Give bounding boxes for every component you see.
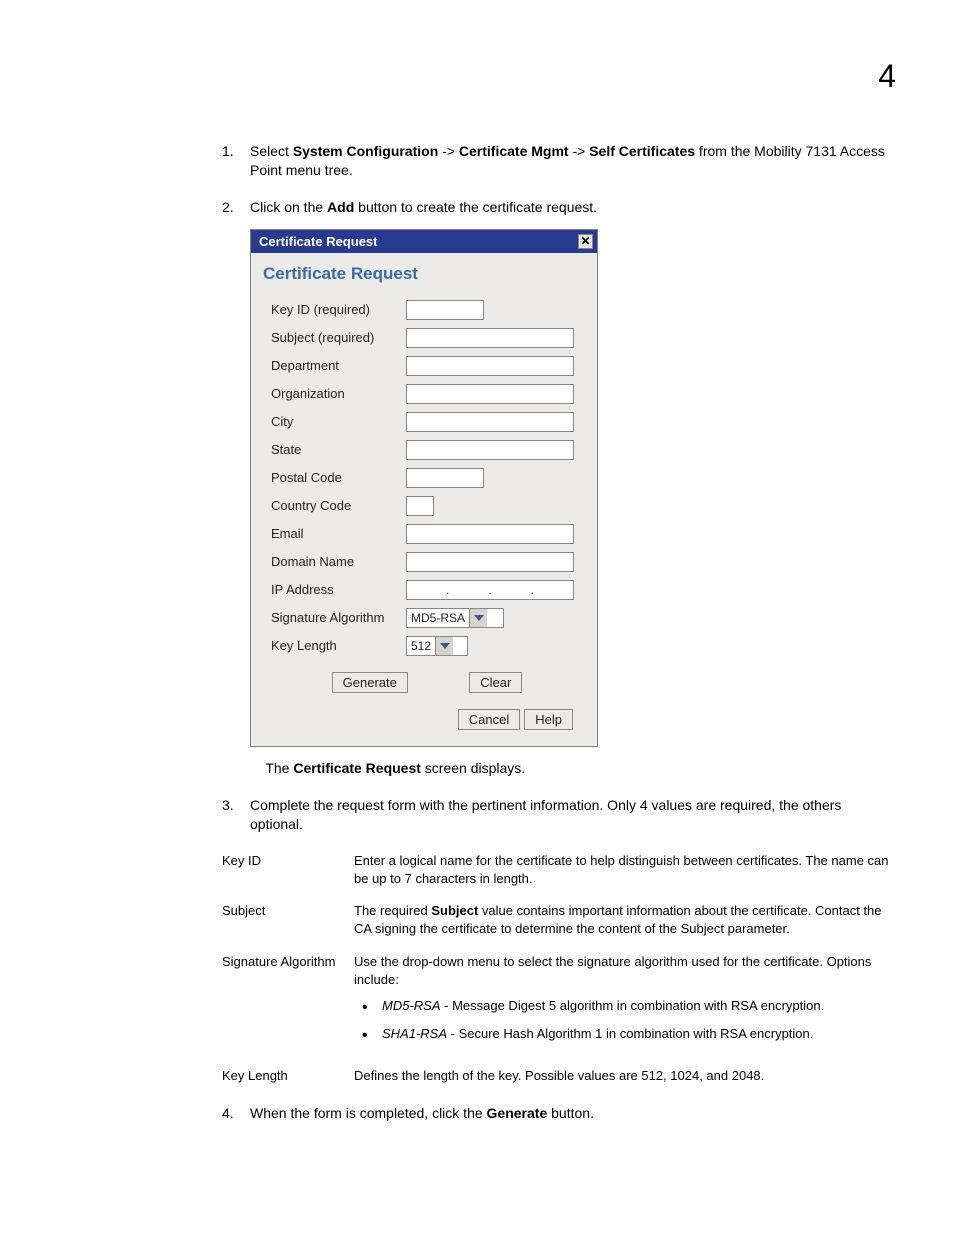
subject-input[interactable]	[406, 328, 574, 348]
generate-button[interactable]: Generate	[332, 672, 408, 693]
step-4-num: 4.	[222, 1104, 234, 1123]
country-input[interactable]	[406, 496, 434, 516]
key-len-select[interactable]: 512	[406, 636, 468, 656]
postal-input[interactable]	[406, 468, 484, 488]
field-descriptions: Key ID Enter a logical name for the cert…	[222, 852, 900, 1086]
desc-sigalgo-def: Use the drop-down menu to select the sig…	[354, 953, 900, 1054]
step-4: 4. When the form is completed, click the…	[222, 1104, 896, 1123]
figure-caption: 3. The Certificate Request screen displa…	[222, 759, 896, 778]
sig-algo-label: Signature Algorithm	[271, 609, 406, 627]
desc-sigalgo-term: Signature Algorithm	[222, 953, 354, 1054]
step-2-text: Click on the Add button to create the ce…	[250, 199, 597, 215]
help-button[interactable]: Help	[524, 709, 573, 730]
cert-request-dialog: Certificate Request ✕ Certificate Reques…	[250, 229, 598, 747]
step-1-num: 1.	[222, 142, 234, 161]
key-id-label: Key ID (required)	[271, 301, 406, 319]
postal-label: Postal Code	[271, 469, 406, 487]
city-input[interactable]	[406, 412, 574, 432]
step-2: 2. Click on the Add button to create the…	[222, 198, 896, 778]
sigalgo-opt-sha1: SHA1-RSA - Secure Hash Algorithm 1 in co…	[354, 1025, 900, 1043]
desc-keylen-def: Defines the length of the key. Possible …	[354, 1067, 900, 1085]
cancel-button[interactable]: Cancel	[458, 709, 520, 730]
step-3-text: Complete the request form with the perti…	[250, 797, 841, 832]
dialog-titlebar: Certificate Request ✕	[251, 230, 597, 254]
key-id-input[interactable]	[406, 300, 484, 320]
department-input[interactable]	[406, 356, 574, 376]
email-label: Email	[271, 525, 406, 543]
page-number: 4	[878, 58, 896, 95]
dialog-header: Certificate Request	[251, 253, 597, 292]
step-3-num: 3.	[222, 796, 234, 815]
chevron-down-icon	[435, 637, 453, 655]
organization-input[interactable]	[406, 384, 574, 404]
ip-input[interactable]: . . .	[406, 580, 574, 600]
close-icon[interactable]: ✕	[578, 234, 593, 249]
city-label: City	[271, 413, 406, 431]
chevron-down-icon	[469, 609, 487, 627]
dialog-title: Certificate Request	[259, 233, 377, 251]
sig-algo-value: MD5-RSA	[407, 610, 469, 626]
ip-label: IP Address	[271, 581, 406, 599]
step-2-num: 2.	[222, 198, 234, 217]
domain-input[interactable]	[406, 552, 574, 572]
desc-subject-term: Subject	[222, 902, 354, 938]
state-label: State	[271, 441, 406, 459]
desc-keyid-def: Enter a logical name for the certificate…	[354, 852, 900, 888]
sig-algo-select[interactable]: MD5-RSA	[406, 608, 504, 628]
department-label: Department	[271, 357, 406, 375]
country-label: Country Code	[271, 497, 406, 515]
state-input[interactable]	[406, 440, 574, 460]
step-3: 3. Complete the request form with the pe…	[222, 796, 896, 834]
domain-label: Domain Name	[271, 553, 406, 571]
step-4-text: When the form is completed, click the Ge…	[250, 1105, 594, 1121]
step-1-text: Select System Configuration -> Certifica…	[250, 143, 885, 178]
desc-keylen-term: Key Length	[222, 1067, 354, 1085]
key-len-value: 512	[407, 638, 435, 654]
organization-label: Organization	[271, 385, 406, 403]
email-input[interactable]	[406, 524, 574, 544]
dialog-body: Key ID (required) Subject (required) Dep…	[251, 292, 597, 746]
subject-label: Subject (required)	[271, 329, 406, 347]
step-1: 1. Select System Configuration -> Certif…	[222, 142, 896, 180]
sigalgo-opt-md5: MD5-RSA - Message Digest 5 algorithm in …	[354, 997, 900, 1015]
desc-subject-def: The required Subject value contains impo…	[354, 902, 900, 938]
desc-keyid-term: Key ID	[222, 852, 354, 888]
clear-button[interactable]: Clear	[469, 672, 522, 693]
key-len-label: Key Length	[271, 637, 406, 655]
